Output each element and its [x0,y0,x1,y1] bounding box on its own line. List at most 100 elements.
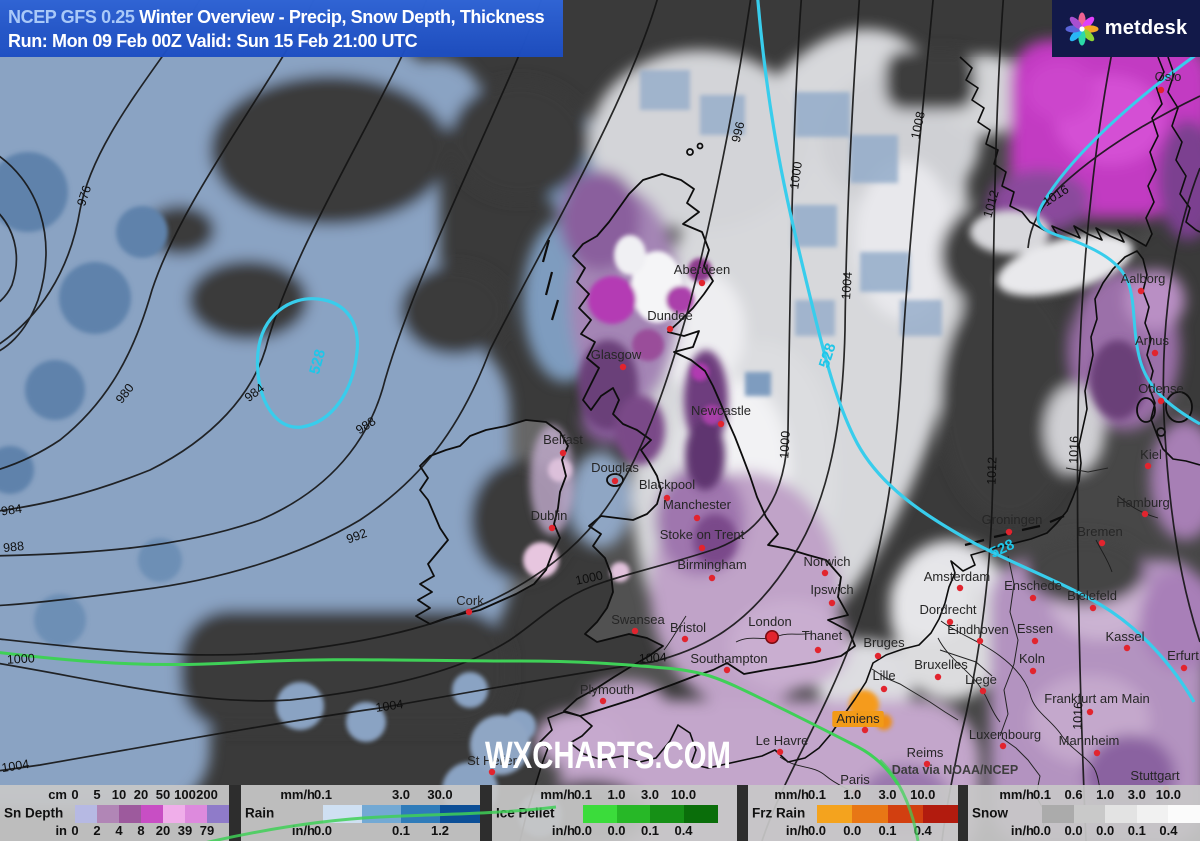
city-markers: Oslo Aalborg Arhus Odense Aberdeen Dundee Glas… [456,69,1199,796]
city-dot [1005,528,1013,536]
city-label: Mannheim [1059,733,1120,748]
city-label: Frankfurt am Main [1044,691,1149,706]
legend-unit-bottom: in/h [291,823,315,838]
legend-threshold-bottom: 0.4 [1159,823,1178,838]
city-label: Aberdeen [674,262,730,277]
city-dot [698,544,706,552]
legend-label: Ice Pellet [496,805,555,821]
legend-swatch [616,805,651,823]
city-label: Stoke on Trent [660,527,745,542]
city-dot [861,726,869,734]
legend-threshold-bottom: 1.2 [430,823,450,838]
city-label: Kassel [1105,629,1144,644]
legend-unit-bottom: in/h [1010,823,1034,838]
legend-swatch [440,805,480,823]
legend-swatch [1168,805,1200,823]
legend-frz-rain: Frz Rain mm/h in/h 0.1 0.0 1.0 0.0 3.0 0.1 10.0 0.… [748,785,959,841]
city-label: Eindhoven [947,622,1008,637]
legend-threshold-bottom: 39 [177,823,193,838]
city-dot [631,627,639,635]
city-label: Luxembourg [969,727,1041,742]
isobar-label: 1016 [1067,436,1082,464]
city-label: Kiel [1140,447,1162,462]
isobar-label: 1004 [839,271,855,300]
legend-threshold-bottom: 0.0 [313,823,333,838]
title-bar: NCEP GFS 0.25 Winter Overview - Precip, … [0,0,563,57]
legend-swatch [887,805,924,823]
legend-threshold-bottom: 0.0 [607,823,626,838]
city-dot [1180,664,1188,672]
legend-swatch [97,805,120,823]
city-dot [934,673,942,681]
legend-threshold-bottom: 79 [199,823,215,838]
legend-threshold-top: 3.0 [1127,787,1146,802]
city-label: Odense [1138,381,1184,396]
city-label: Arhus [1135,333,1169,348]
legend-threshold-bottom: 0.1 [1127,823,1146,838]
city-label: Blackpool [639,477,695,492]
city-dot [946,618,954,626]
metdesk-star-icon [1065,12,1099,45]
legend-swatch [1105,805,1138,823]
legend-swatch [141,805,164,823]
legend-swatch [817,805,853,823]
thickness-label: 528 [816,341,840,370]
city-dot [708,574,716,582]
legend-threshold-bottom: 0.1 [878,823,897,838]
city-label: Erfurt [1167,648,1199,663]
city-dot [1093,749,1101,757]
metdesk-logo-text: metdesk [1104,17,1188,39]
legend-threshold-bottom: 0.0 [807,823,827,838]
isobar-label: 1008 [908,110,927,140]
city-dot [559,449,567,457]
isobar-label: 976 [74,184,94,208]
thickness-label: 528 [306,348,329,377]
city-label: Bielefeld [1067,588,1117,603]
city-dot [1029,594,1037,602]
city-dot [1029,667,1037,675]
city-dot [1157,397,1165,405]
city-dot [698,279,706,287]
city-label: Birmingham [677,557,746,572]
legend-threshold-top: 0.1 [1032,787,1052,802]
city-label: Groningen [982,512,1043,527]
city-dot [1144,462,1152,470]
legend-threshold-top: 0.1 [313,787,333,802]
legend-swatch [185,805,208,823]
legend-threshold-top: 1.0 [1096,787,1115,802]
legend-threshold-bottom: 0.0 [1096,823,1115,838]
city-label: Bruxelles [914,657,968,672]
legend-threshold-bottom: 0.1 [640,823,660,838]
city-dot [814,646,822,654]
city-dot [599,697,607,705]
city-dot [666,325,674,333]
city-dot [999,742,1007,750]
city-label: Plymouth [580,682,634,697]
city-dot [923,760,931,768]
city-label: Le Havre [756,733,809,748]
city-label: Thanet [802,628,843,643]
city-dot [465,608,473,616]
city-dot [1123,644,1131,652]
city-dot [776,748,784,756]
city-label: Cork [456,593,484,608]
legend-threshold-top: 10.0 [670,787,697,802]
legend-swatch [852,805,889,823]
legend-threshold-top: 50 [155,787,171,802]
isobar-label: 1004 [639,650,668,665]
legend-label: Snow [972,805,1008,821]
legend-swatch [583,805,618,823]
legend-threshold-top: 10.0 [1155,787,1182,802]
legend-swatch [207,805,230,823]
legend-threshold-top: 10 [111,787,127,802]
legend-separator [737,785,748,841]
legend-unit-top: mm/h [774,787,809,802]
legend-unit-bottom: in/h [551,823,575,838]
isobar-label: 1000 [7,651,36,666]
legend-threshold-top: 3.0 [878,787,897,802]
isobar-label: 1004 [1,757,31,775]
legend-threshold-bottom: 0.4 [674,823,693,838]
